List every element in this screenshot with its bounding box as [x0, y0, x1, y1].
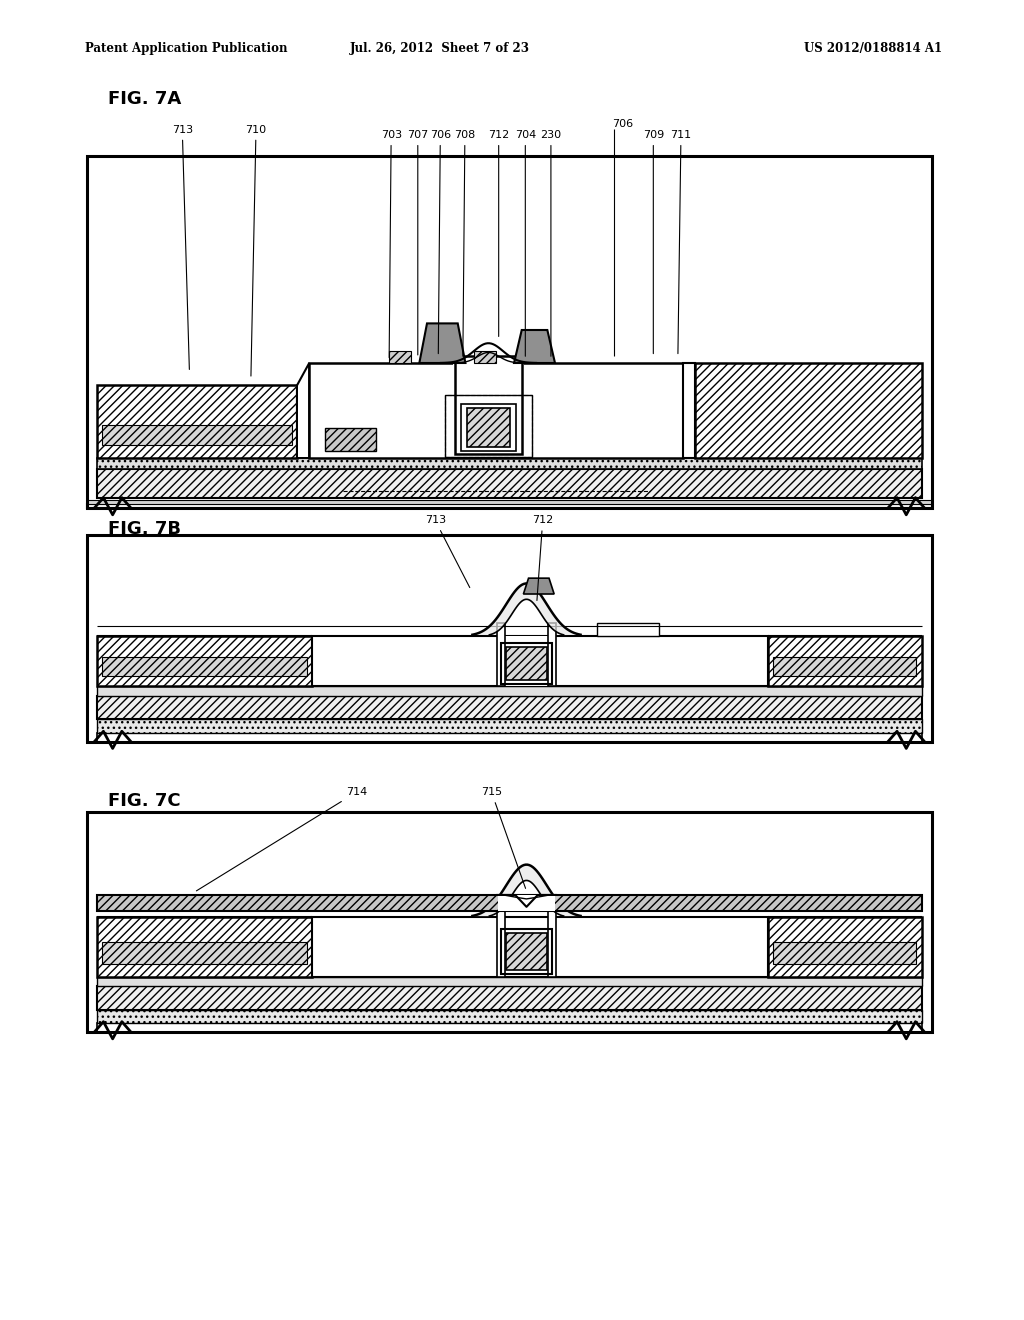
Bar	[102, 657, 307, 676]
Bar	[102, 942, 307, 964]
Bar	[497, 902, 505, 977]
Bar	[768, 917, 922, 977]
Text: FIG. 7C: FIG. 7C	[108, 792, 180, 810]
Bar	[102, 425, 292, 445]
Bar	[501, 643, 552, 684]
Text: 714: 714	[197, 787, 367, 891]
Text: 706: 706	[612, 119, 633, 129]
Text: US 2012/0188814 A1: US 2012/0188814 A1	[804, 42, 942, 55]
Text: 710: 710	[246, 124, 266, 376]
Bar	[497, 636, 556, 686]
Bar	[97, 686, 922, 696]
Bar	[455, 356, 522, 454]
Text: 706: 706	[430, 129, 451, 354]
Polygon shape	[523, 578, 554, 594]
Bar	[97, 733, 922, 742]
Text: FIG. 7B: FIG. 7B	[108, 520, 180, 539]
Text: FIG. 7A: FIG. 7A	[108, 90, 181, 108]
Bar	[461, 404, 516, 451]
Bar	[548, 902, 556, 977]
Bar	[312, 917, 768, 977]
Polygon shape	[471, 583, 582, 635]
Text: 704: 704	[515, 129, 536, 356]
Bar	[506, 933, 547, 970]
Text: 712: 712	[488, 129, 509, 337]
Text: Patent Application Publication: Patent Application Publication	[85, 42, 288, 55]
Bar	[497, 623, 505, 686]
Bar	[773, 942, 916, 964]
Polygon shape	[297, 363, 309, 458]
Bar	[97, 719, 922, 733]
Bar	[87, 500, 932, 504]
Bar	[499, 895, 555, 911]
Bar	[548, 623, 556, 686]
Bar	[773, 657, 916, 676]
Bar	[453, 363, 524, 458]
Bar	[506, 647, 547, 680]
Bar	[97, 458, 922, 469]
Text: 713: 713	[425, 515, 470, 587]
Text: 712: 712	[532, 515, 553, 601]
Bar	[389, 351, 412, 363]
Text: 703: 703	[381, 129, 401, 358]
Bar	[325, 428, 376, 451]
Bar	[768, 636, 922, 686]
Bar	[97, 895, 922, 911]
Bar	[87, 156, 932, 508]
Text: 708: 708	[455, 129, 475, 356]
Text: 713: 713	[172, 124, 193, 370]
Text: 715: 715	[481, 787, 525, 888]
Text: Jul. 26, 2012  Sheet 7 of 23: Jul. 26, 2012 Sheet 7 of 23	[350, 42, 530, 55]
Bar	[467, 408, 510, 447]
Text: 709: 709	[643, 129, 664, 354]
Bar	[97, 696, 922, 719]
Bar	[597, 623, 658, 636]
Text: 711: 711	[671, 129, 691, 354]
Polygon shape	[420, 323, 466, 363]
Bar	[444, 395, 532, 457]
Bar	[474, 351, 497, 363]
Bar	[87, 535, 932, 742]
Text: 230: 230	[541, 129, 561, 356]
Bar	[97, 917, 312, 977]
Bar	[97, 1010, 922, 1023]
Bar	[444, 395, 532, 457]
Bar	[97, 636, 312, 686]
Bar	[309, 363, 683, 458]
Bar	[97, 469, 922, 498]
Bar	[312, 636, 768, 686]
Text: 707: 707	[408, 129, 428, 355]
Bar	[87, 812, 932, 1032]
Polygon shape	[514, 330, 555, 363]
Polygon shape	[683, 363, 695, 458]
Bar	[501, 929, 552, 974]
Bar	[97, 385, 297, 458]
Bar	[97, 986, 922, 1010]
Bar	[97, 1023, 922, 1032]
Polygon shape	[471, 865, 582, 916]
Bar	[87, 504, 932, 508]
Bar	[97, 977, 922, 986]
Bar	[695, 363, 922, 458]
